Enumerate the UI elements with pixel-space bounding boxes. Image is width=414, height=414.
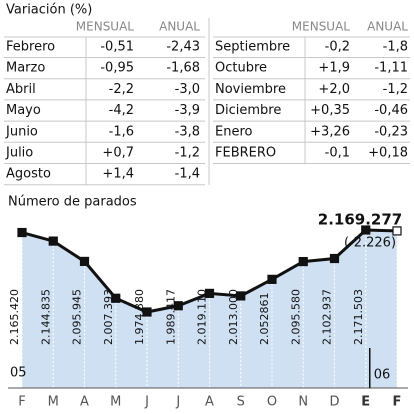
table-value: +1,9 <box>318 61 350 76</box>
data-point <box>173 301 183 311</box>
table-value: +0,35 <box>310 103 350 118</box>
value-label: 1.989.417 <box>164 289 177 345</box>
x-tick-label: F <box>18 395 25 410</box>
data-point <box>17 227 27 238</box>
row-label: Marzo <box>6 61 45 76</box>
x-tick-label: M <box>48 395 59 410</box>
row-label: Agosto <box>6 167 51 182</box>
row-label: Octubre <box>215 61 267 76</box>
table-value: +0,18 <box>368 146 408 161</box>
data-point <box>236 291 246 301</box>
data-point <box>361 225 371 235</box>
data-point <box>329 253 340 264</box>
value-label: 2.019.110 <box>196 289 209 345</box>
value-label: 2.052861 <box>258 293 271 346</box>
table-value: -1,2 <box>383 82 408 97</box>
table-value: +1,4 <box>102 167 134 182</box>
table-value: -4,2 <box>109 103 134 118</box>
data-point <box>111 293 121 303</box>
table-value: -3,8 <box>175 124 200 139</box>
column-header: ANUAL <box>159 20 200 34</box>
x-tick-label: J <box>175 395 180 410</box>
row-label: Julio <box>5 146 33 161</box>
chart-title: Número de parados <box>8 195 137 210</box>
column-header: MENSUAL <box>292 20 351 34</box>
x-tick-label: F <box>393 395 402 410</box>
table-value: -1,2 <box>175 146 200 161</box>
row-label: Diciembre <box>215 103 281 118</box>
table-value: -0,46 <box>374 103 408 118</box>
value-label: 2.095.945 <box>71 289 84 345</box>
data-point <box>204 288 215 298</box>
row-label: Abril <box>6 82 36 97</box>
x-tick-label: A <box>80 395 89 410</box>
data-point <box>142 307 152 317</box>
value-label: 2.007.393 <box>102 289 115 345</box>
row-label: Junio <box>5 124 38 139</box>
table-value: -1,11 <box>374 61 408 76</box>
data-point <box>392 226 402 236</box>
row-label: Septiembre <box>215 40 290 55</box>
column-header: MENSUAL <box>76 20 135 34</box>
x-tick-label: D <box>329 395 339 410</box>
row-label: Febrero <box>6 40 55 55</box>
table-value: +3,26 <box>310 124 350 139</box>
data-point <box>267 274 277 284</box>
table-value: -2,43 <box>166 40 200 55</box>
row-label: Enero <box>215 124 253 139</box>
data-point <box>298 256 308 267</box>
table-value: -1,4 <box>175 167 200 182</box>
value-label: 2.102.937 <box>321 289 334 345</box>
table-value: -0,51 <box>100 40 134 55</box>
table-value: -3,9 <box>175 103 200 118</box>
x-tick-label: E <box>361 395 370 410</box>
data-point <box>48 236 58 246</box>
row-label: Noviembre <box>215 82 286 97</box>
value-label: 2.171.503 <box>352 289 365 345</box>
value-label: 2.165.420 <box>8 289 21 345</box>
table-value: -0,23 <box>374 124 408 139</box>
table-value: +2,0 <box>318 82 350 97</box>
row-label: Mayo <box>6 103 41 118</box>
table-value: -2,2 <box>109 82 134 97</box>
x-tick-label: A <box>205 395 214 410</box>
table-value: -3,0 <box>175 82 200 97</box>
value-label: 2.013.000 <box>227 289 240 345</box>
value-label: 2.095.580 <box>289 289 302 345</box>
value-label: 2.169.277 <box>318 211 402 229</box>
change-label: (-2.226) <box>344 236 396 251</box>
table-value: +0,7 <box>102 146 134 161</box>
year-label: 06 <box>374 368 391 383</box>
table-value: -1,6 <box>109 124 134 139</box>
value-label: 2.144.835 <box>39 289 52 345</box>
value-label: 1.974.380 <box>133 289 146 345</box>
data-point <box>79 256 90 267</box>
x-tick-label: M <box>110 395 121 410</box>
area-fill <box>22 230 397 388</box>
table-value: -1,68 <box>166 61 200 76</box>
x-tick-label: J <box>144 395 149 410</box>
row-label: FEBRERO <box>215 146 276 161</box>
table-value: -0,1 <box>325 146 350 161</box>
column-header: ANUAL <box>367 20 408 34</box>
table-value: -0,2 <box>325 40 350 55</box>
table-value: -0,95 <box>100 61 134 76</box>
x-tick-label: N <box>298 395 308 410</box>
table-title: Variación (%) <box>6 3 92 18</box>
year-label: 05 <box>10 366 27 381</box>
x-tick-label: O <box>267 395 277 410</box>
x-tick-label: S <box>237 395 245 410</box>
table-value: -1,8 <box>383 40 408 55</box>
